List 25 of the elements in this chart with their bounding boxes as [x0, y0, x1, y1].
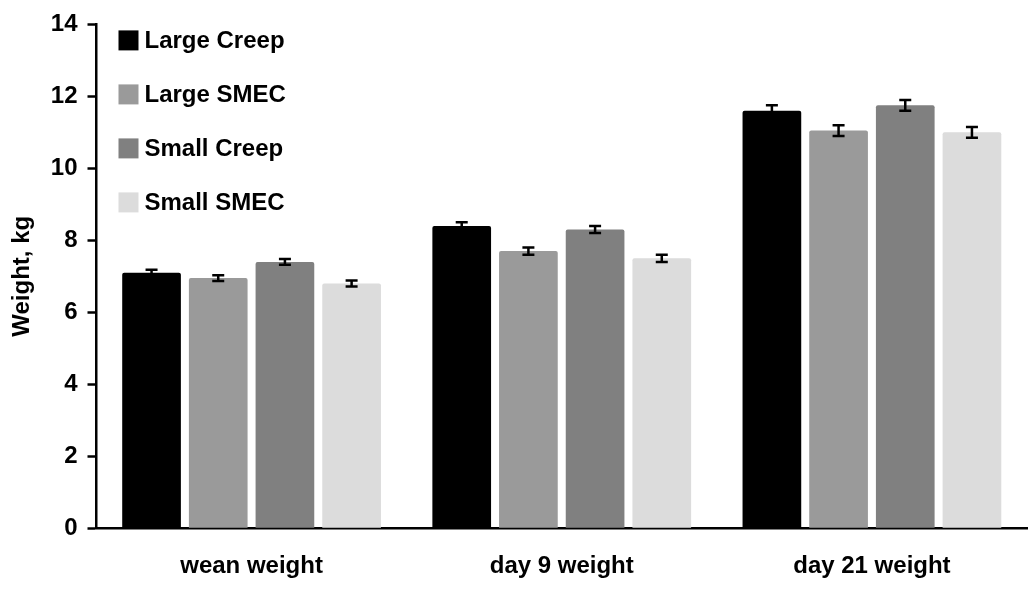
bar — [632, 258, 692, 528]
bar — [809, 130, 868, 528]
legend-label: Small SMEC — [144, 188, 285, 216]
y-tick-label: 0 — [64, 512, 78, 540]
y-tick-label: 12 — [50, 81, 78, 108]
x-tick-label: day 21 weight — [793, 551, 951, 579]
legend-label: Large Creep — [144, 26, 285, 54]
bar — [942, 132, 1002, 528]
legend-label: Large SMEC — [144, 80, 286, 108]
x-tick-label: wean weight — [179, 551, 323, 579]
y-tick-label: 14 — [50, 9, 79, 37]
y-tick-label: 6 — [64, 296, 78, 324]
legend-label: Small Creep — [144, 134, 284, 162]
y-axis-title: Weight, kg — [7, 215, 35, 337]
bar — [565, 229, 625, 528]
y-tick-label: 4 — [64, 368, 79, 396]
bar — [255, 261, 315, 528]
bar — [188, 278, 248, 528]
y-tick-label: 8 — [64, 224, 78, 252]
bar — [499, 251, 558, 528]
bar — [875, 105, 935, 528]
x-tick-label: day 9 weight — [489, 551, 634, 579]
bar — [322, 283, 381, 528]
y-tick-label: 2 — [64, 440, 78, 468]
y-tick-label: 10 — [50, 152, 78, 180]
